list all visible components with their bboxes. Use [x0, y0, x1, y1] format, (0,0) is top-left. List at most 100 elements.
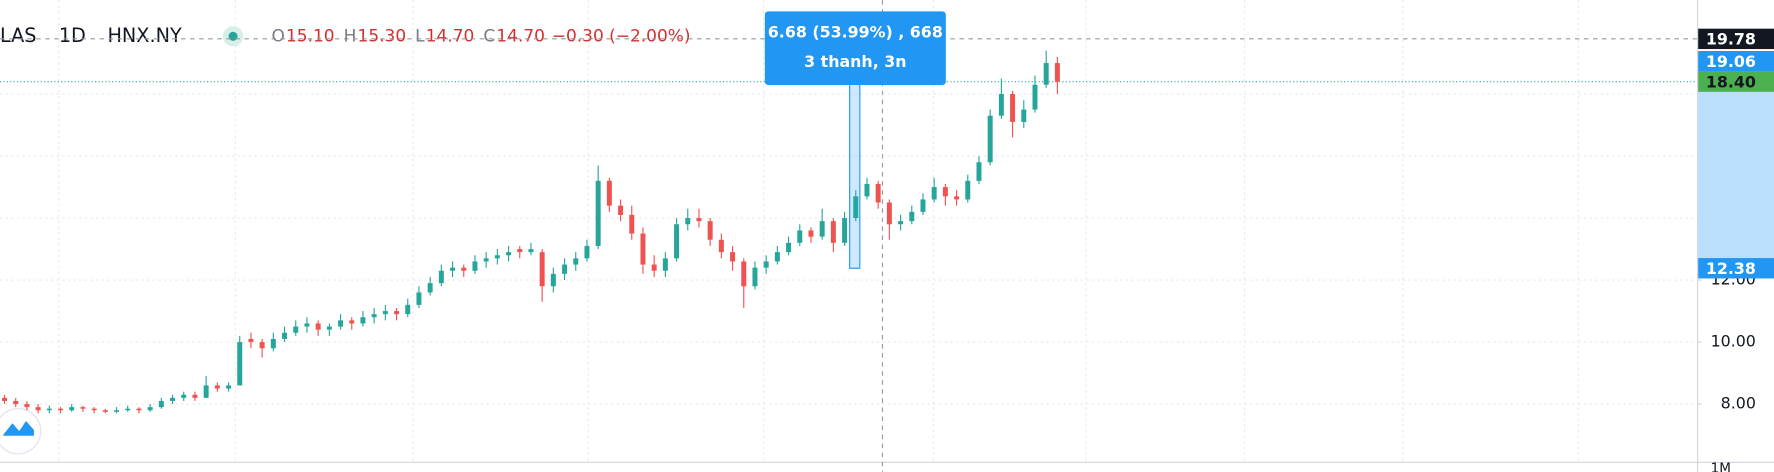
price-label-box [1698, 28, 1774, 50]
candle-body [270, 338, 276, 349]
symbol: LAS [0, 24, 37, 47]
candle-body [830, 221, 836, 243]
candle-body [920, 199, 926, 212]
candle-body [69, 407, 75, 411]
candle-body [741, 261, 747, 287]
candle-body [528, 249, 534, 253]
candle-body [898, 221, 904, 225]
price-label: 18.40 [1706, 72, 1756, 91]
candle-body [259, 342, 265, 349]
candle-body [382, 311, 388, 315]
header: LAS 1D HNX.NY [0, 24, 244, 47]
candle-body [326, 326, 332, 330]
ohlc-value: 14.70 [426, 26, 475, 46]
candle-body [203, 385, 209, 398]
candle-body [942, 187, 948, 197]
candle-body [192, 394, 198, 398]
status-dot [228, 31, 238, 41]
candle-body [24, 404, 30, 408]
ohlc-key: O [272, 26, 285, 46]
overlay: 6.68 (53.99%) , 668 3 thanh, 3n 19.78 19.06… [764, 11, 1774, 279]
candle-body [842, 218, 848, 243]
candle-body [1043, 63, 1049, 85]
candle-body [214, 385, 220, 389]
candle-body [46, 408, 52, 411]
candle-body [91, 408, 97, 411]
candle-body [181, 394, 187, 398]
candle-body [965, 180, 971, 200]
candle-body [696, 218, 702, 222]
candle-body [114, 410, 120, 412]
candle-body [461, 267, 467, 271]
candle-body [282, 332, 288, 339]
candle-body [584, 245, 590, 259]
interval: 1D [59, 24, 86, 47]
price-label: 19.06 [1706, 52, 1756, 71]
candle-body [573, 258, 579, 265]
candle-body [954, 196, 960, 200]
candle-body [125, 408, 131, 411]
grid [58, 0, 1579, 462]
candle-body [13, 400, 19, 405]
candle-body [707, 221, 713, 240]
candle-body [237, 342, 243, 386]
candle-body [808, 230, 814, 237]
candle-body [1032, 84, 1038, 110]
measure-axis-band [1698, 61, 1774, 269]
price-label: 12.38 [1706, 259, 1756, 278]
candle-body [595, 180, 601, 246]
measure-line-1: 6.68 (53.99%) , 668 [768, 22, 943, 41]
candle-body [562, 264, 568, 274]
ohlc-change: −0.30 (−2.00%) [552, 26, 691, 46]
candle-body [640, 233, 646, 265]
candle-body [662, 258, 668, 271]
candle-body [685, 218, 691, 225]
candle-body [472, 261, 478, 271]
candle-body [58, 408, 64, 411]
candle-body [158, 400, 164, 408]
candle-body [483, 258, 489, 262]
candle-body [147, 407, 153, 411]
ohlc-key: H [344, 26, 357, 46]
candle-body [875, 183, 881, 203]
candle-body [606, 180, 612, 206]
candle-body [102, 410, 108, 412]
ohlc-value: 15.10 [286, 26, 335, 46]
candle-body [226, 385, 232, 389]
candle-body [629, 214, 635, 234]
candle-body [136, 408, 142, 411]
candle-body [774, 252, 780, 262]
candle-body [1010, 94, 1016, 122]
candle-body [976, 162, 982, 181]
ohlc-key: C [483, 26, 495, 46]
candle-body [1054, 63, 1060, 82]
candle-body [304, 323, 310, 327]
candle-body [2, 397, 8, 401]
candle-body [315, 323, 321, 330]
candle-body [909, 211, 915, 222]
candle-body [450, 267, 456, 271]
ohlc-key: L [415, 26, 425, 46]
candle-body [427, 283, 433, 293]
measure-range [849, 83, 861, 269]
candle-body [618, 205, 624, 215]
candle-body [763, 261, 769, 268]
candle-body [80, 407, 86, 409]
candle-body [931, 187, 937, 200]
candle-body [35, 407, 41, 411]
candle-body [506, 252, 512, 256]
candle-body [1021, 109, 1027, 122]
candle-body [819, 221, 825, 237]
candle-body [539, 252, 545, 287]
candle-body [416, 292, 422, 305]
logo-mark [3, 420, 34, 436]
candle-body [438, 270, 444, 284]
candle-body [786, 242, 792, 253]
candle-body [987, 115, 993, 163]
candle-body [338, 320, 344, 327]
exchange: HNX.NY [107, 24, 181, 47]
candle-body [550, 273, 556, 287]
price-label: 19.78 [1706, 29, 1756, 48]
